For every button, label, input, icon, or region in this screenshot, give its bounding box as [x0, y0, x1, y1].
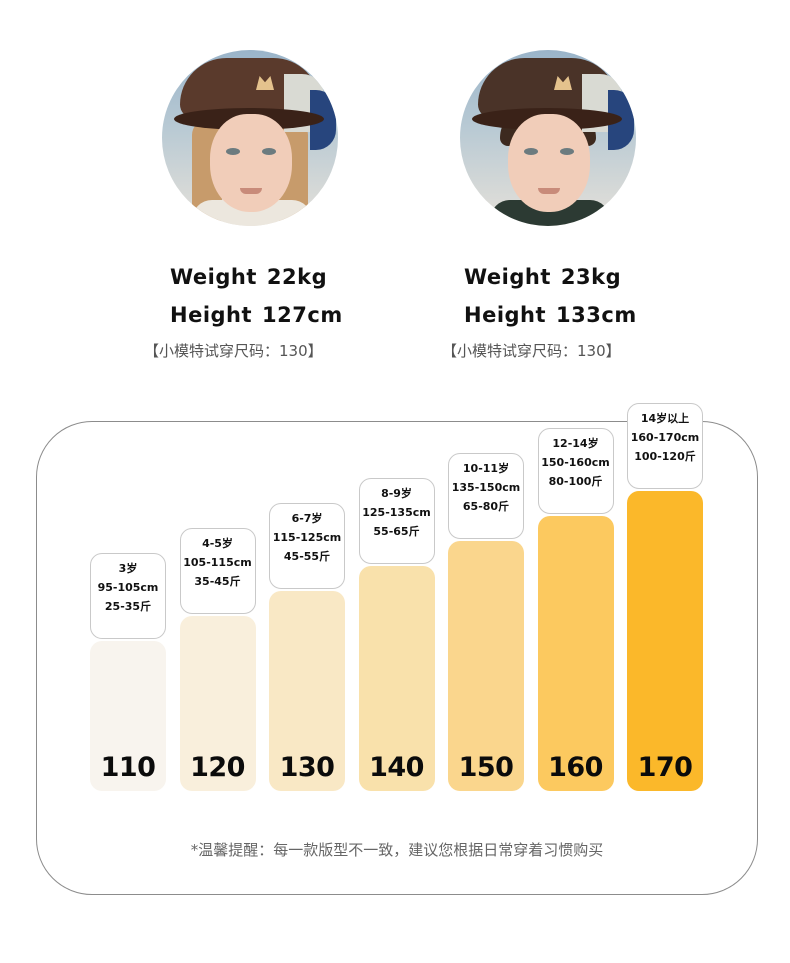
size-info-label: 8-9岁 125-135cm 55-65斤 [358, 478, 435, 564]
size-age: 10-11岁 [462, 462, 510, 475]
height-label: Height [464, 303, 547, 327]
size-column-160: 12-14岁 150-160cm 80-100斤 160 [537, 422, 614, 791]
model-height: Height 127cm [170, 303, 343, 327]
size-weight-range: 80-100斤 [548, 475, 603, 488]
size-number: 170 [637, 752, 693, 783]
size-bar: 130 [269, 591, 345, 791]
mouth-shape [240, 188, 262, 194]
size-column-140: 8-9岁 125-135cm 55-65斤 140 [358, 422, 435, 791]
size-number: 160 [548, 752, 603, 783]
size-number: 130 [279, 752, 335, 783]
size-bar: 140 [358, 566, 435, 791]
size-age: 4-5岁 [202, 537, 233, 550]
size-column-120: 4-5岁 105-115cm 35-45斤 120 [179, 422, 256, 791]
size-column-150: 10-11岁 135-150cm 65-80斤 150 [448, 422, 524, 791]
size-height-range: 160-170cm [630, 431, 700, 444]
weight-label: Weight [170, 265, 257, 289]
size-column-130: 6-7岁 115-125cm 45-55斤 130 [269, 422, 345, 791]
model-photo-boy [460, 50, 636, 226]
size-column-110: 3岁 95-105cm 25-35斤 110 [90, 422, 166, 791]
model-weight: Weight 22kg [170, 265, 327, 289]
size-chart-panel: 3岁 95-105cm 25-35斤 110 4-5岁 105-115cm 35-45斤 12… [36, 403, 758, 895]
size-height-range: 150-160cm [541, 456, 610, 469]
size-info-label: 3岁 95-105cm 25-35斤 [90, 553, 166, 639]
size-number: 150 [458, 752, 514, 783]
size-info-label: 6-7岁 115-125cm 45-55斤 [269, 503, 345, 589]
model-photo-girl [162, 50, 338, 226]
size-bar: 170 [627, 491, 703, 791]
size-age: 14岁以上 [640, 412, 690, 425]
size-height-range: 135-150cm [451, 481, 521, 494]
size-weight-range: 35-45斤 [194, 575, 241, 588]
model-trial-size-note: 【小模特试穿尺码：130】 [442, 342, 621, 360]
size-weight-range: 55-65斤 [373, 525, 420, 538]
size-bar: 160 [537, 516, 614, 791]
size-info-label: 12-14岁 150-160cm 80-100斤 [537, 428, 614, 514]
model-height: Height 133cm [464, 303, 637, 327]
eye-shape [560, 148, 574, 155]
size-bar: 150 [448, 541, 524, 791]
size-weight-range: 45-55斤 [283, 550, 331, 563]
eye-shape [226, 148, 240, 155]
eye-shape [262, 148, 276, 155]
size-info-label: 14岁以上 160-170cm 100-120斤 [627, 403, 703, 489]
model-trial-size-note: 【小模特试穿尺码：130】 [144, 342, 323, 360]
model-weight: Weight 23kg [464, 265, 621, 289]
weight-value: 23kg [560, 265, 622, 289]
face-shape [508, 114, 590, 212]
size-weight-range: 100-120斤 [634, 450, 696, 463]
size-age: 8-9岁 [381, 487, 412, 500]
cap-logo-icon [256, 76, 274, 90]
size-height-range: 105-115cm [183, 556, 252, 569]
face-shape [210, 114, 292, 212]
size-info-label: 10-11岁 135-150cm 65-80斤 [448, 453, 524, 539]
weight-value: 22kg [266, 265, 328, 289]
size-number: 140 [369, 752, 424, 783]
fit-tip-text: *温馨提醒：每一款版型不一致，建议您根据日常穿着习惯购买 [190, 841, 604, 859]
size-info-label: 4-5岁 105-115cm 35-45斤 [179, 528, 256, 614]
weight-label: Weight [464, 265, 551, 289]
size-bar: 110 [90, 641, 166, 791]
size-age: 12-14岁 [552, 437, 599, 450]
size-age: 3岁 [118, 562, 138, 575]
height-label: Height [170, 303, 253, 327]
size-weight-range: 65-80斤 [462, 500, 510, 513]
cap-logo-icon [554, 76, 572, 90]
eye-shape [524, 148, 538, 155]
model-card-girl: Weight 22kg Height 127cm 【小模特试穿尺码：130】 [100, 50, 400, 370]
size-column-170: 14岁以上 160-170cm 100-120斤 170 [627, 403, 703, 791]
size-bar: 120 [179, 616, 256, 791]
size-height-range: 115-125cm [272, 531, 342, 544]
size-number: 110 [100, 752, 156, 783]
size-height-range: 125-135cm [362, 506, 431, 519]
mouth-shape [538, 188, 560, 194]
size-weight-range: 25-35斤 [104, 600, 152, 613]
model-card-boy: Weight 23kg Height 133cm 【小模特试穿尺码：130】 [398, 50, 698, 370]
height-value: 127cm [262, 303, 343, 327]
size-height-range: 95-105cm [97, 581, 159, 594]
size-age: 6-7岁 [291, 512, 323, 525]
height-value: 133cm [556, 303, 637, 327]
size-number: 120 [190, 752, 245, 783]
